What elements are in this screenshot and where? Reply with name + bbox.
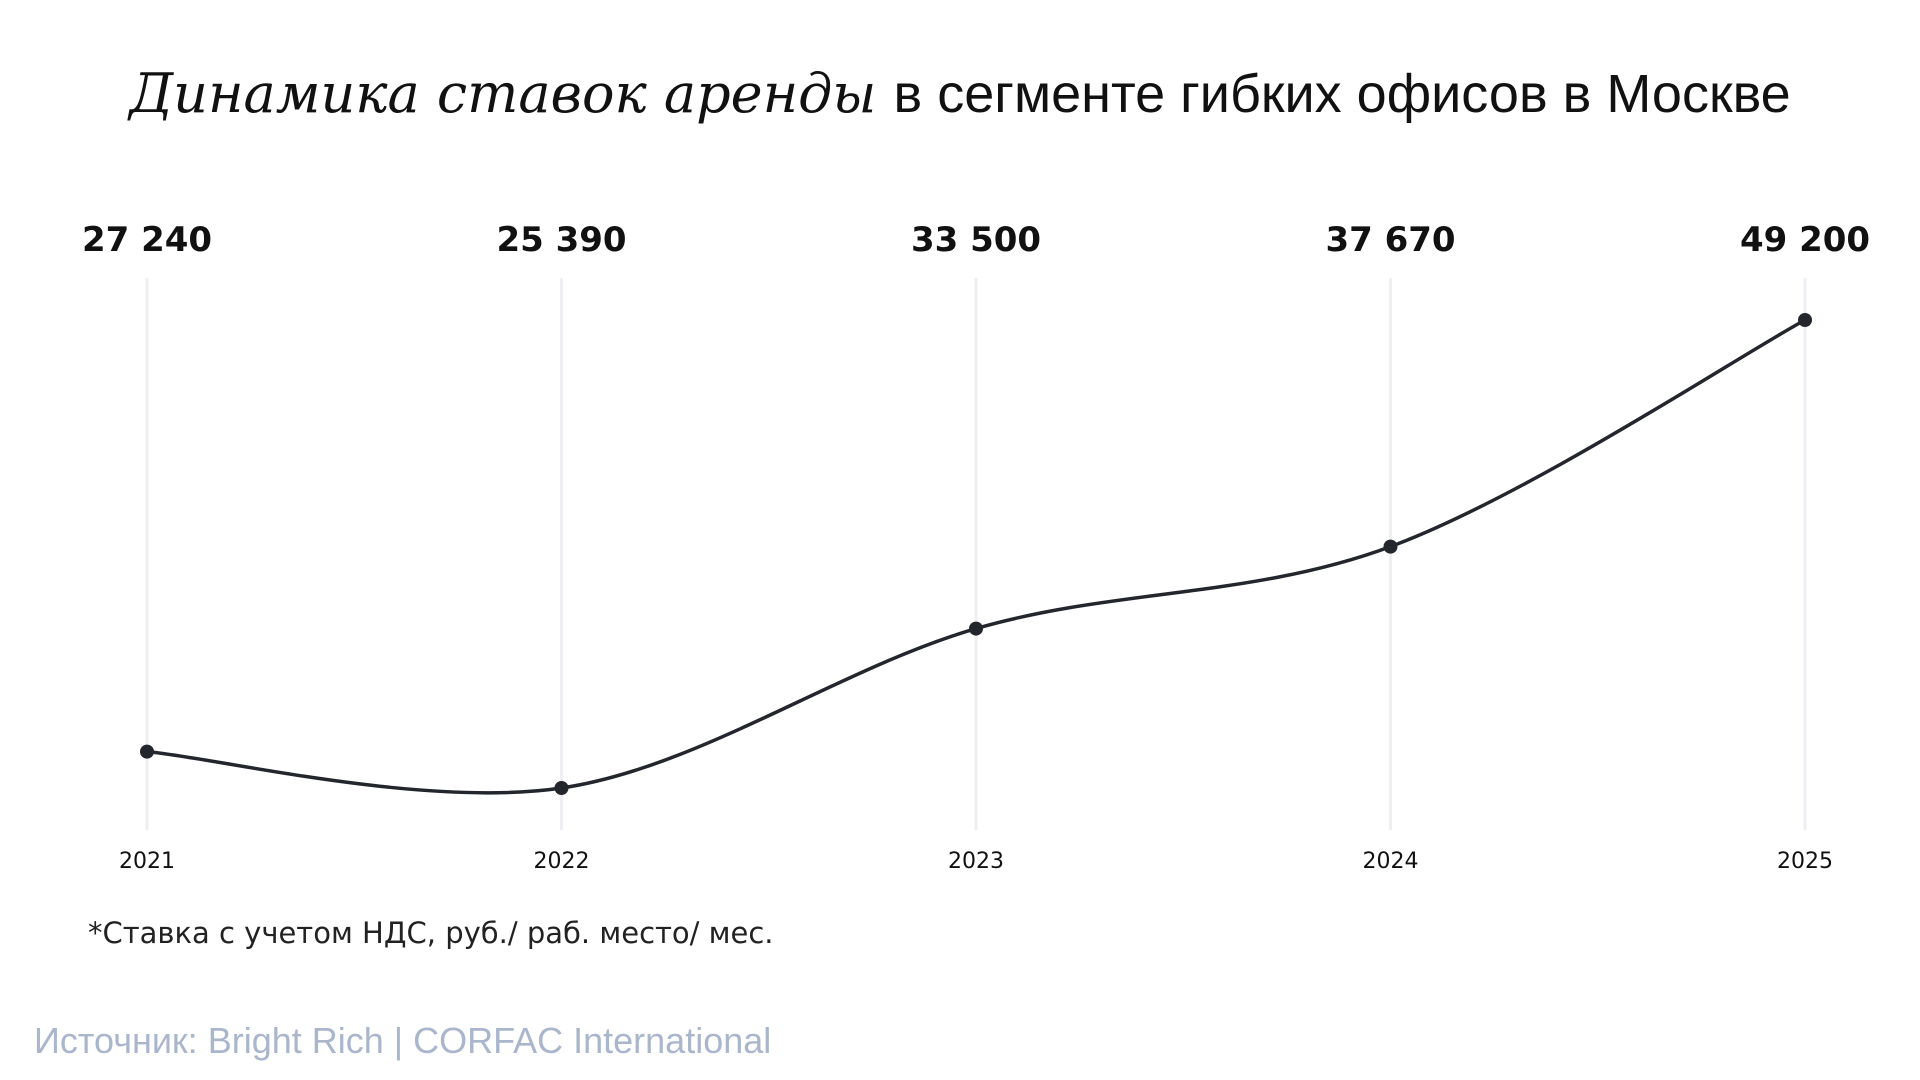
chart-title: Динамика ставок аренды в сегменте гибких… xyxy=(0,62,1920,125)
x-tick-label: 2025 xyxy=(1777,849,1833,874)
x-tick-label: 2024 xyxy=(1363,849,1419,874)
chart-title-italic: Динамика ставок аренды xyxy=(129,62,877,125)
data-point xyxy=(140,744,154,759)
data-point xyxy=(1798,313,1812,327)
x-tick-label: 2021 xyxy=(119,849,175,874)
data-point xyxy=(554,781,569,795)
data-label: 27 240 xyxy=(82,220,212,260)
data-point xyxy=(969,621,983,636)
data-label: 25 390 xyxy=(496,220,626,260)
data-label: 33 500 xyxy=(911,220,1041,260)
chart-title-rest: в сегменте гибких офисов в Москве xyxy=(893,64,1791,124)
x-tick-label: 2023 xyxy=(948,849,1004,874)
footnote: *Ставка с учетом НДС, руб./ раб. место/ … xyxy=(88,916,774,950)
source-note: Источник: Bright Rich | CORFAC Internati… xyxy=(34,1020,772,1061)
data-label: 37 670 xyxy=(1325,220,1455,260)
data-label: 49 200 xyxy=(1740,220,1870,260)
data-point xyxy=(1383,539,1398,554)
x-tick-label: 2022 xyxy=(534,849,590,874)
